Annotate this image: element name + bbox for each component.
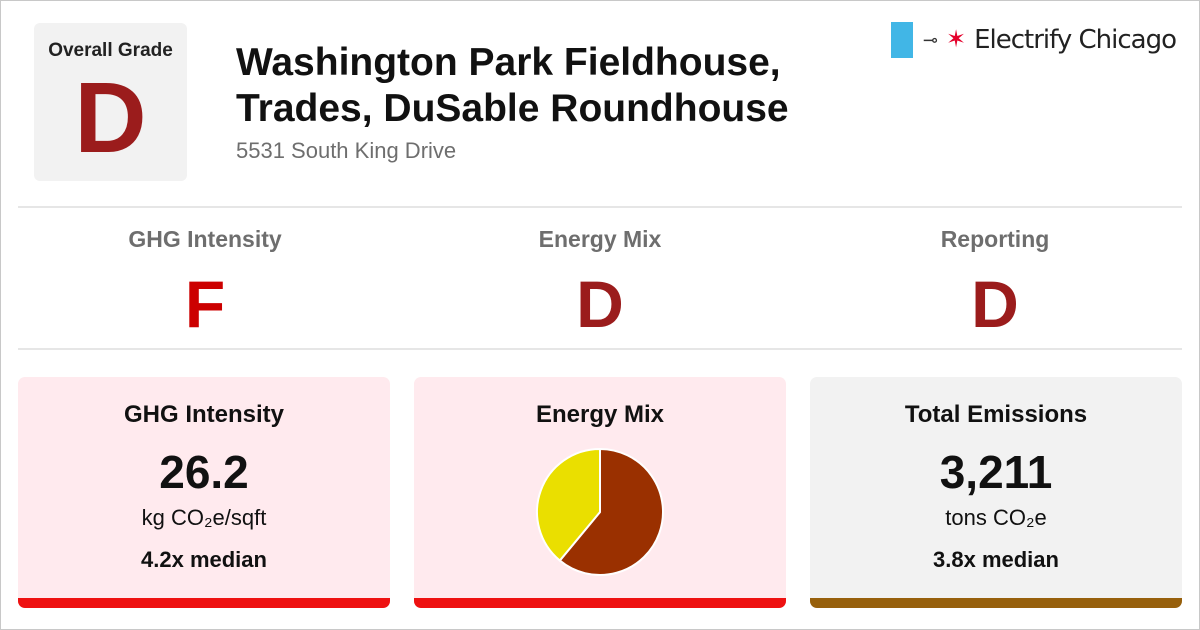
overall-grade-letter: D (74, 62, 147, 174)
building-title-line-1: Washington Park Fieldhouse, (236, 41, 781, 84)
electrify-chicago-logo[interactable]: ⊸ ✶ Electrify Chicago (890, 22, 1177, 58)
total-emissions-card: Total Emissions 3,211 tons CO₂e 3.8x med… (810, 377, 1182, 608)
plug-icon: ⊸ (922, 29, 938, 50)
card-accent-bar (414, 598, 786, 608)
chicago-flag-icon (890, 22, 913, 58)
building-title-line-2: Trades, DuSable Roundhouse (236, 87, 789, 130)
total-emissions-unit: tons CO₂e (945, 505, 1047, 530)
card-accent-bar (810, 598, 1182, 608)
category-label: GHG Intensity (128, 226, 282, 252)
card-title: GHG Intensity (123, 401, 285, 428)
category-label: Reporting (940, 226, 1050, 252)
energy-mix-card: Energy Mix (414, 377, 786, 608)
pie-slice-1 (536, 447, 601, 562)
category-energy-mix: Energy Mix D (405, 226, 795, 337)
ghg-intensity-card: GHG Intensity 26.2 kg CO₂e/sqft 4.2x med… (18, 377, 390, 608)
card-accent-bar (18, 598, 390, 608)
total-emissions-value: 3,211 (939, 446, 1053, 498)
card-title: Energy Mix (535, 401, 665, 428)
category-grade: F (184, 267, 226, 341)
category-grade: D (971, 267, 1019, 341)
building-address: 5531 South King Drive (236, 138, 457, 163)
ghg-intensity-unit: kg CO₂e/sqft (141, 505, 267, 530)
divider-top (18, 206, 1182, 208)
overall-grade-box: Overall Grade D (34, 23, 187, 181)
category-reporting: Reporting D (800, 226, 1190, 337)
ghg-intensity-median: 4.2x median (141, 547, 267, 572)
star-icon: ✶ (945, 26, 967, 53)
divider-middle (18, 348, 1182, 350)
category-ghg-intensity: GHG Intensity F (10, 226, 400, 337)
category-label: Energy Mix (538, 226, 662, 252)
overall-grade-label: Overall Grade (48, 40, 173, 61)
category-grade: D (576, 267, 624, 341)
total-emissions-median: 3.8x median (933, 547, 1059, 572)
building-title: Washington Park Fieldhouse, Trades, DuSa… (236, 40, 876, 132)
ghg-intensity-value: 26.2 (159, 446, 249, 498)
pie-slice-0 (558, 447, 664, 576)
logo-text: Electrify Chicago (974, 25, 1177, 55)
card-title: Total Emissions (904, 401, 1088, 428)
energy-mix-pie-chart (536, 447, 664, 576)
